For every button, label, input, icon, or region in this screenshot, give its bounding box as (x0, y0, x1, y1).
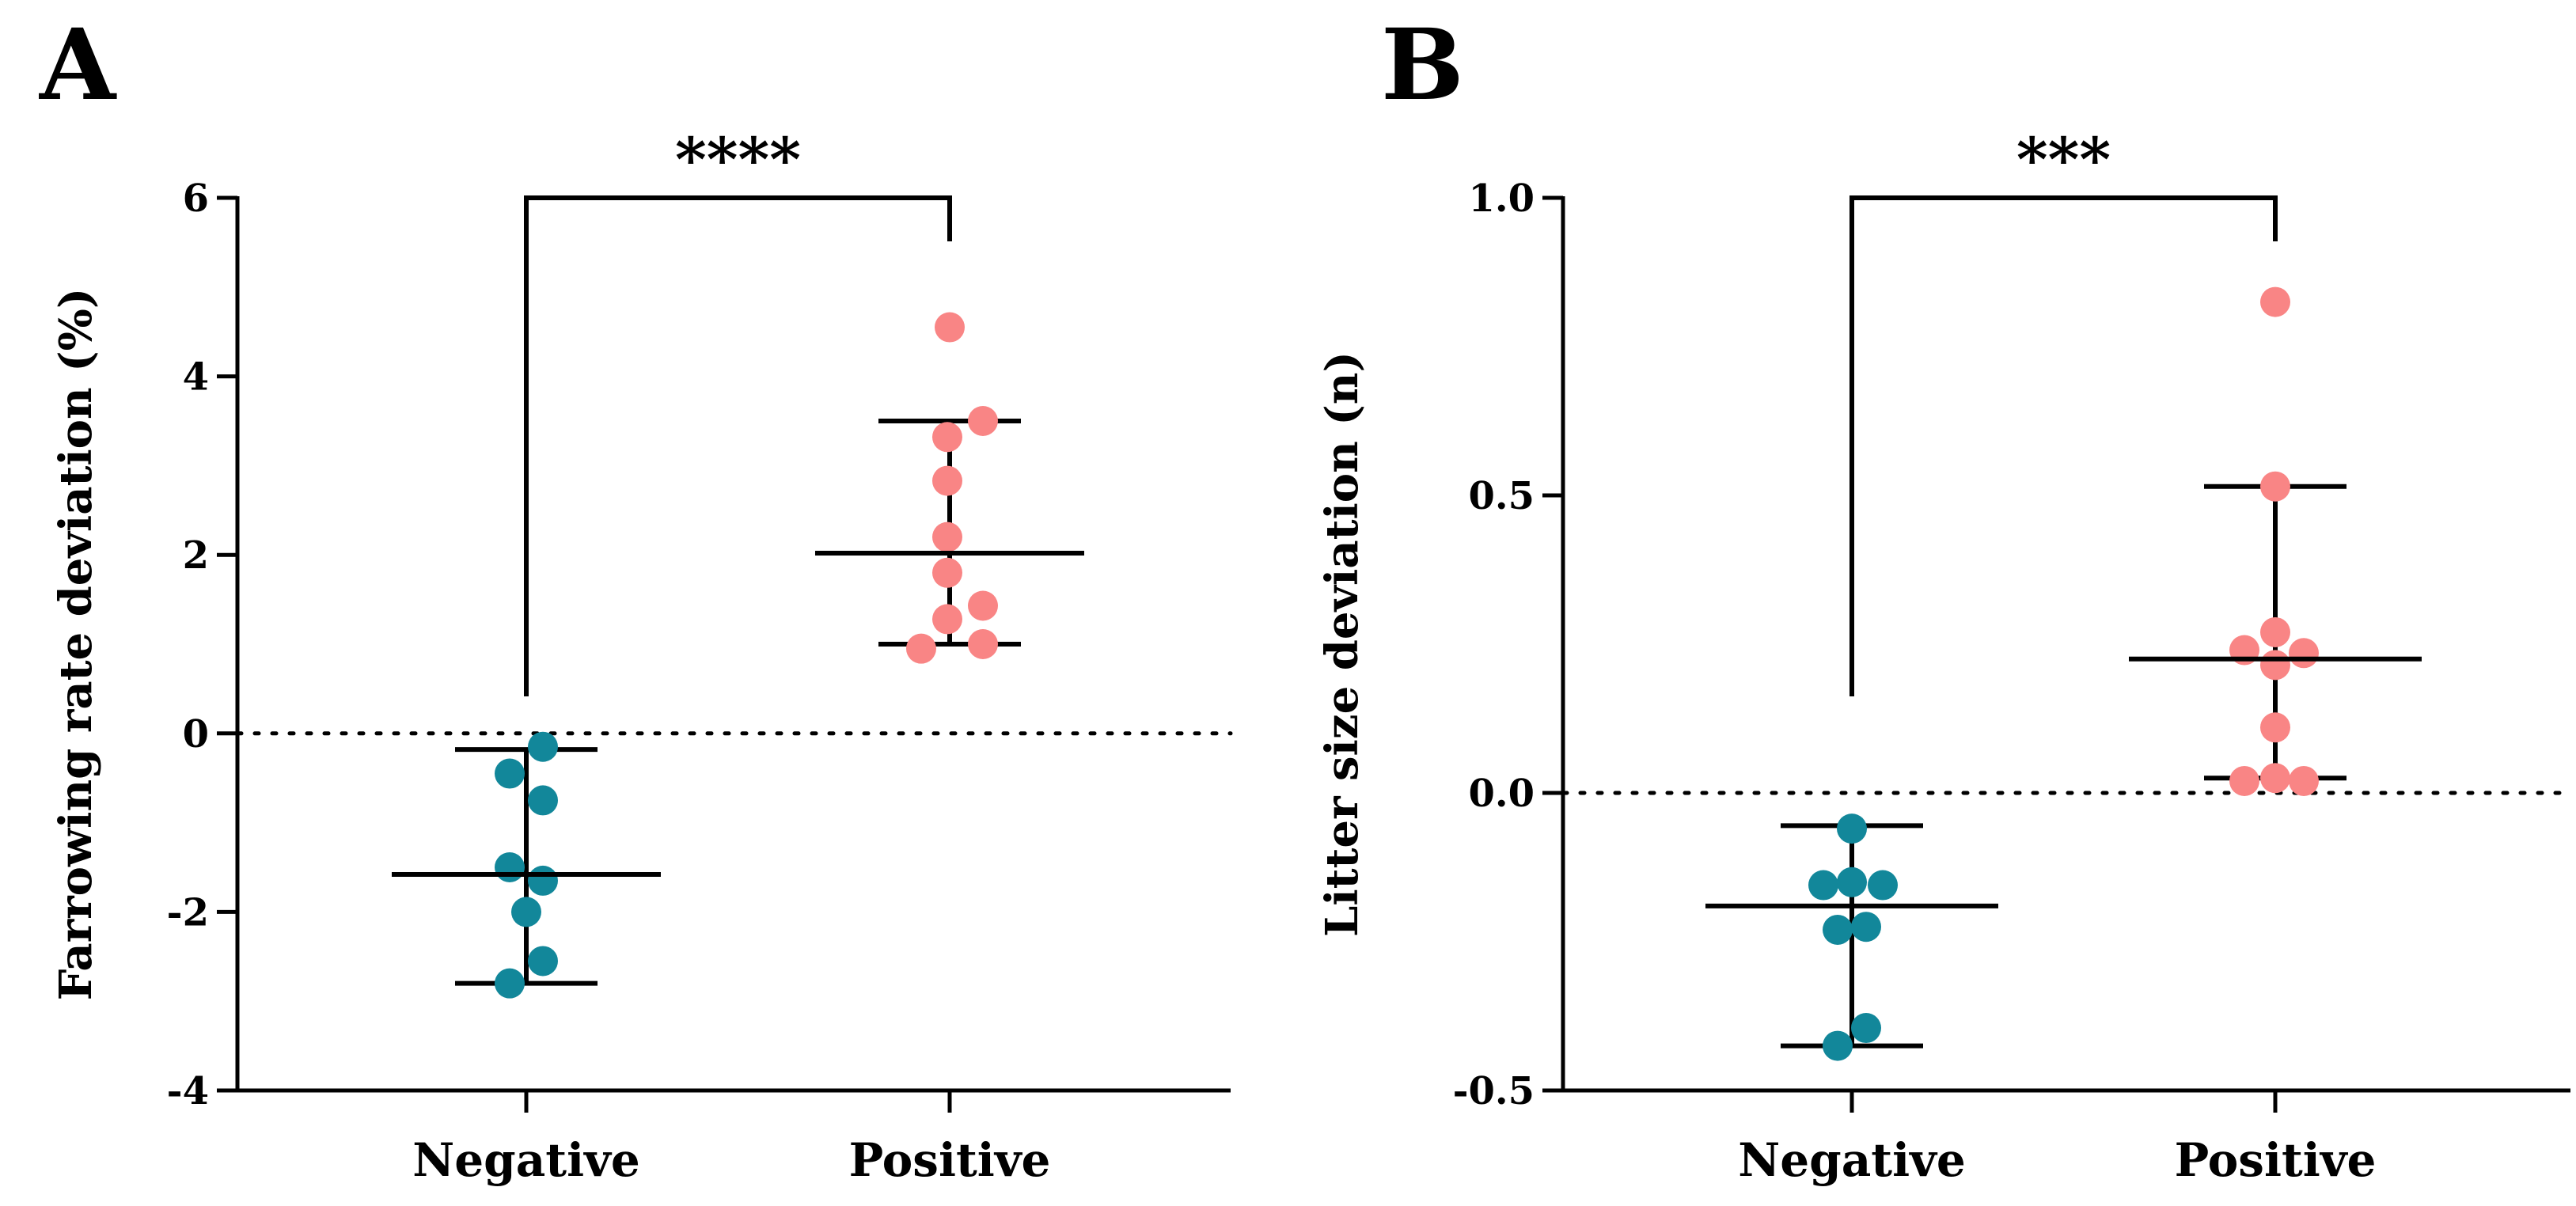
data-point-positive (932, 521, 962, 552)
data-point-negative (1823, 1030, 1853, 1061)
panel-b: B -0.5 0.0 0.5 1.0 Litter size deviation (n) N… (1316, 8, 2573, 1187)
x-category-label: Positive (849, 1133, 1051, 1187)
data-point-positive (906, 633, 936, 664)
significance-label: *** (2016, 124, 2111, 195)
data-point-negative (1851, 912, 1881, 942)
y-tick-label: 0 (183, 712, 209, 757)
x-category-label: Negative (1738, 1133, 1965, 1187)
data-point-negative (495, 852, 525, 882)
data-point-positive (968, 629, 998, 659)
data-point-negative (1868, 870, 1898, 901)
data-point-positive (932, 422, 962, 453)
data-point-positive (932, 557, 962, 588)
y-tick-label: 0.0 (1468, 772, 1535, 816)
data-point-positive (932, 465, 962, 496)
data-point-negative (1851, 1013, 1881, 1044)
data-point-positive (932, 604, 962, 635)
data-point-positive (968, 406, 998, 436)
data-point-negative (1837, 867, 1867, 897)
y-tick-label: -0.5 (1453, 1069, 1535, 1113)
y-tick-label: 2 (183, 533, 209, 578)
y-tick-label: 6 (183, 176, 209, 221)
y-tick-label: -2 (167, 890, 209, 935)
data-point-negative (495, 968, 525, 999)
data-point-negative (1808, 870, 1838, 901)
data-point-positive (2260, 616, 2290, 647)
significance-bracket (1849, 195, 2278, 696)
significance-bracket (524, 195, 952, 696)
data-point-negative (511, 897, 541, 927)
panel-letter: A (39, 8, 117, 123)
panel-a: A -4 -2 0 2 4 6 Farrowing rate deviation (%) Neg… (39, 8, 1233, 1187)
data-point-negative (1823, 914, 1853, 945)
y-tick-label: 1.0 (1468, 176, 1535, 221)
data-point-positive (2289, 765, 2319, 796)
data-point-negative (528, 731, 558, 762)
y-axis-title: Litter size deviation (n) (1316, 351, 1368, 937)
y-tick-label: 4 (183, 355, 209, 400)
x-category-label: Negative (412, 1133, 639, 1187)
y-axis-title: Farrowing rate deviation (%) (50, 288, 102, 1001)
data-point-positive (2260, 712, 2290, 743)
data-point-negative (1837, 813, 1867, 844)
data-point-positive (2289, 638, 2319, 669)
data-point-negative (528, 785, 558, 816)
data-point-negative (528, 946, 558, 977)
y-tick-label: -4 (167, 1069, 209, 1113)
data-point-positive (2260, 471, 2290, 502)
x-category-label: Positive (2175, 1133, 2377, 1187)
y-tick-label: 0.5 (1468, 474, 1535, 518)
data-point-positive (2229, 765, 2259, 796)
data-point-positive (935, 312, 965, 343)
data-point-negative (495, 758, 525, 789)
significance-label: **** (675, 124, 801, 195)
data-point-positive (2260, 286, 2290, 317)
panel-letter: B (1381, 8, 1464, 123)
data-point-positive (2260, 650, 2290, 681)
data-point-negative (528, 865, 558, 896)
data-point-positive (968, 590, 998, 621)
data-point-positive (2260, 763, 2290, 794)
